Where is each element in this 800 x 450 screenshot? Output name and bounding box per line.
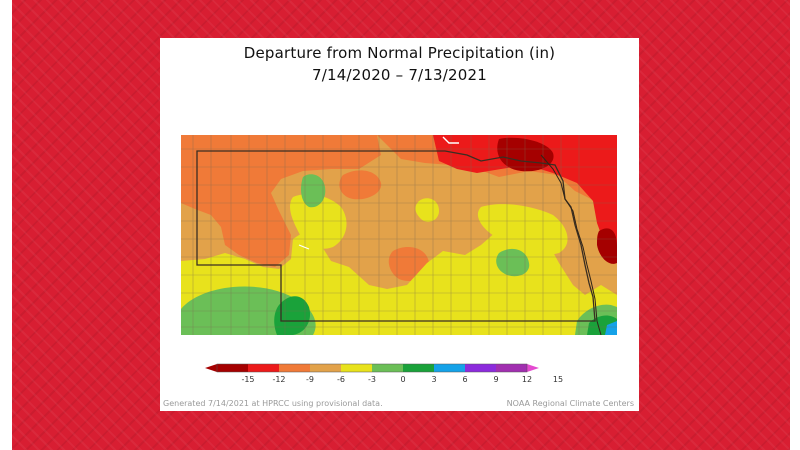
legend-swatch: [372, 364, 403, 372]
legend-swatch: [217, 364, 248, 372]
legend-tick-label: 3: [431, 375, 436, 384]
legend-swatch: [403, 364, 434, 372]
river-border: [540, 154, 602, 335]
legend-tick-label: 6: [462, 375, 467, 384]
legend-outline: [216, 363, 528, 373]
legend-swatch: [496, 364, 527, 372]
footer-generated: Generated 7/14/2021 at HPRCC using provi…: [163, 399, 383, 408]
map-panel: Departure from Normal Precipitation (in)…: [160, 38, 639, 411]
region-green-east: [496, 248, 530, 277]
precipitation-departure-map: [181, 135, 617, 335]
legend-swatch: [465, 364, 496, 372]
legend-tick-label: -9: [306, 375, 314, 384]
legend-tick-label: 9: [493, 375, 498, 384]
legend-tick-label: -12: [272, 375, 285, 384]
color-scale-legend: -15 -12 -9 -6 -3 0 3 6 9 12 15: [205, 363, 563, 384]
legend-tick-label: 12: [522, 375, 532, 384]
footer-credit: NOAA Regional Climate Centers: [506, 399, 634, 408]
legend-tick-label: 0: [400, 375, 405, 384]
map-marker-b: [298, 244, 310, 250]
legend-tick-label: -6: [337, 375, 345, 384]
region-green-west: [301, 174, 326, 208]
region-yellow-east: [477, 204, 568, 256]
region-yellow-center: [290, 194, 347, 249]
legend-swatch: [248, 364, 279, 372]
region-darkred-b: [597, 228, 617, 264]
legend-arrow-right: [527, 364, 539, 372]
legend-swatch: [341, 364, 372, 372]
state-border: [196, 150, 596, 322]
legend-tick-label: 15: [553, 375, 563, 384]
legend-tick-label: -3: [368, 375, 376, 384]
region-darkgreen-sw: [274, 296, 311, 335]
county-lines: [181, 135, 617, 335]
legend-tick-label: -15: [241, 375, 254, 384]
legend-arrow-left: [205, 364, 217, 372]
map-marker-a: [442, 136, 459, 144]
region-blue-se: [605, 321, 617, 335]
legend-swatch: [310, 364, 341, 372]
date-range: 7/14/2020 – 7/13/2021: [311, 66, 488, 84]
region-red-ne: [433, 135, 617, 255]
legend-swatch: [434, 364, 465, 372]
legend-swatch: [279, 364, 310, 372]
map-title: Departure from Normal Precipitation (in): [243, 44, 556, 62]
